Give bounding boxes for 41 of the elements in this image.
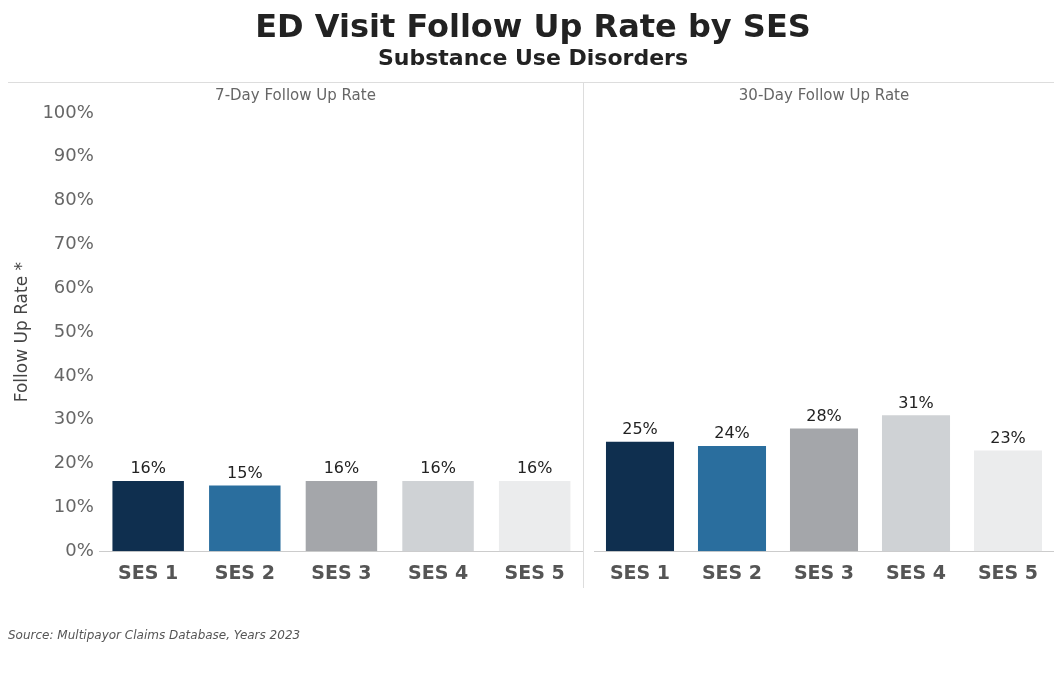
data-label: 28% [806,405,842,425]
data-label: 16% [420,458,456,478]
chart-title: 30-Day Follow Up Rate [738,85,910,104]
text: Substance Use Disorders [377,44,689,72]
y-tick-label: 80% [53,188,94,210]
y-tick-label: 50% [53,319,94,341]
data-label: 15% [227,462,263,482]
data-label: 31% [898,392,934,412]
source-note: Source: Multipayor Claims Database, Years 2023 [8,628,302,642]
data-label: 24% [714,423,750,443]
data-label: 16% [130,458,166,478]
bar [973,450,1043,552]
bar [789,428,859,552]
y-tick-label: 90% [53,144,94,166]
y-tick-label: 40% [53,363,94,385]
x-tick-label: SES 2 [214,560,275,583]
y-tick-label: 10% [53,495,94,517]
data-label: 16% [323,458,360,478]
y-axis-title: Follow Up Rate * [10,261,31,403]
y-tick-label: 100% [42,100,94,122]
x-tick-label: SES 5 [504,560,565,583]
x-tick-label: SES 5 [977,560,1039,583]
y-tick-label: 0% [65,538,94,560]
bar [697,446,767,552]
x-tick-label: SES 1 [118,560,179,583]
bar [605,441,675,552]
x-tick-label: SES 4 [885,560,947,583]
y-tick-label: 30% [53,407,94,429]
data-label: 16% [516,458,553,478]
y-tick-label: 20% [53,451,94,473]
x-tick-label: SES 1 [609,560,671,583]
x-tick-label: SES 3 [311,560,372,583]
text: ED Visit Follow Up Rate by SES [254,7,812,45]
x-tick-label: SES 3 [793,560,855,583]
x-tick-label: SES 2 [701,560,763,583]
y-tick-label: 70% [53,232,94,254]
y-tick-label: 60% [53,275,94,297]
x-tick-label: SES 4 [407,560,469,583]
data-label: 23% [990,427,1026,447]
chart-title: 7-Day Follow Up Rate [215,85,376,104]
data-label: 25% [622,418,658,438]
